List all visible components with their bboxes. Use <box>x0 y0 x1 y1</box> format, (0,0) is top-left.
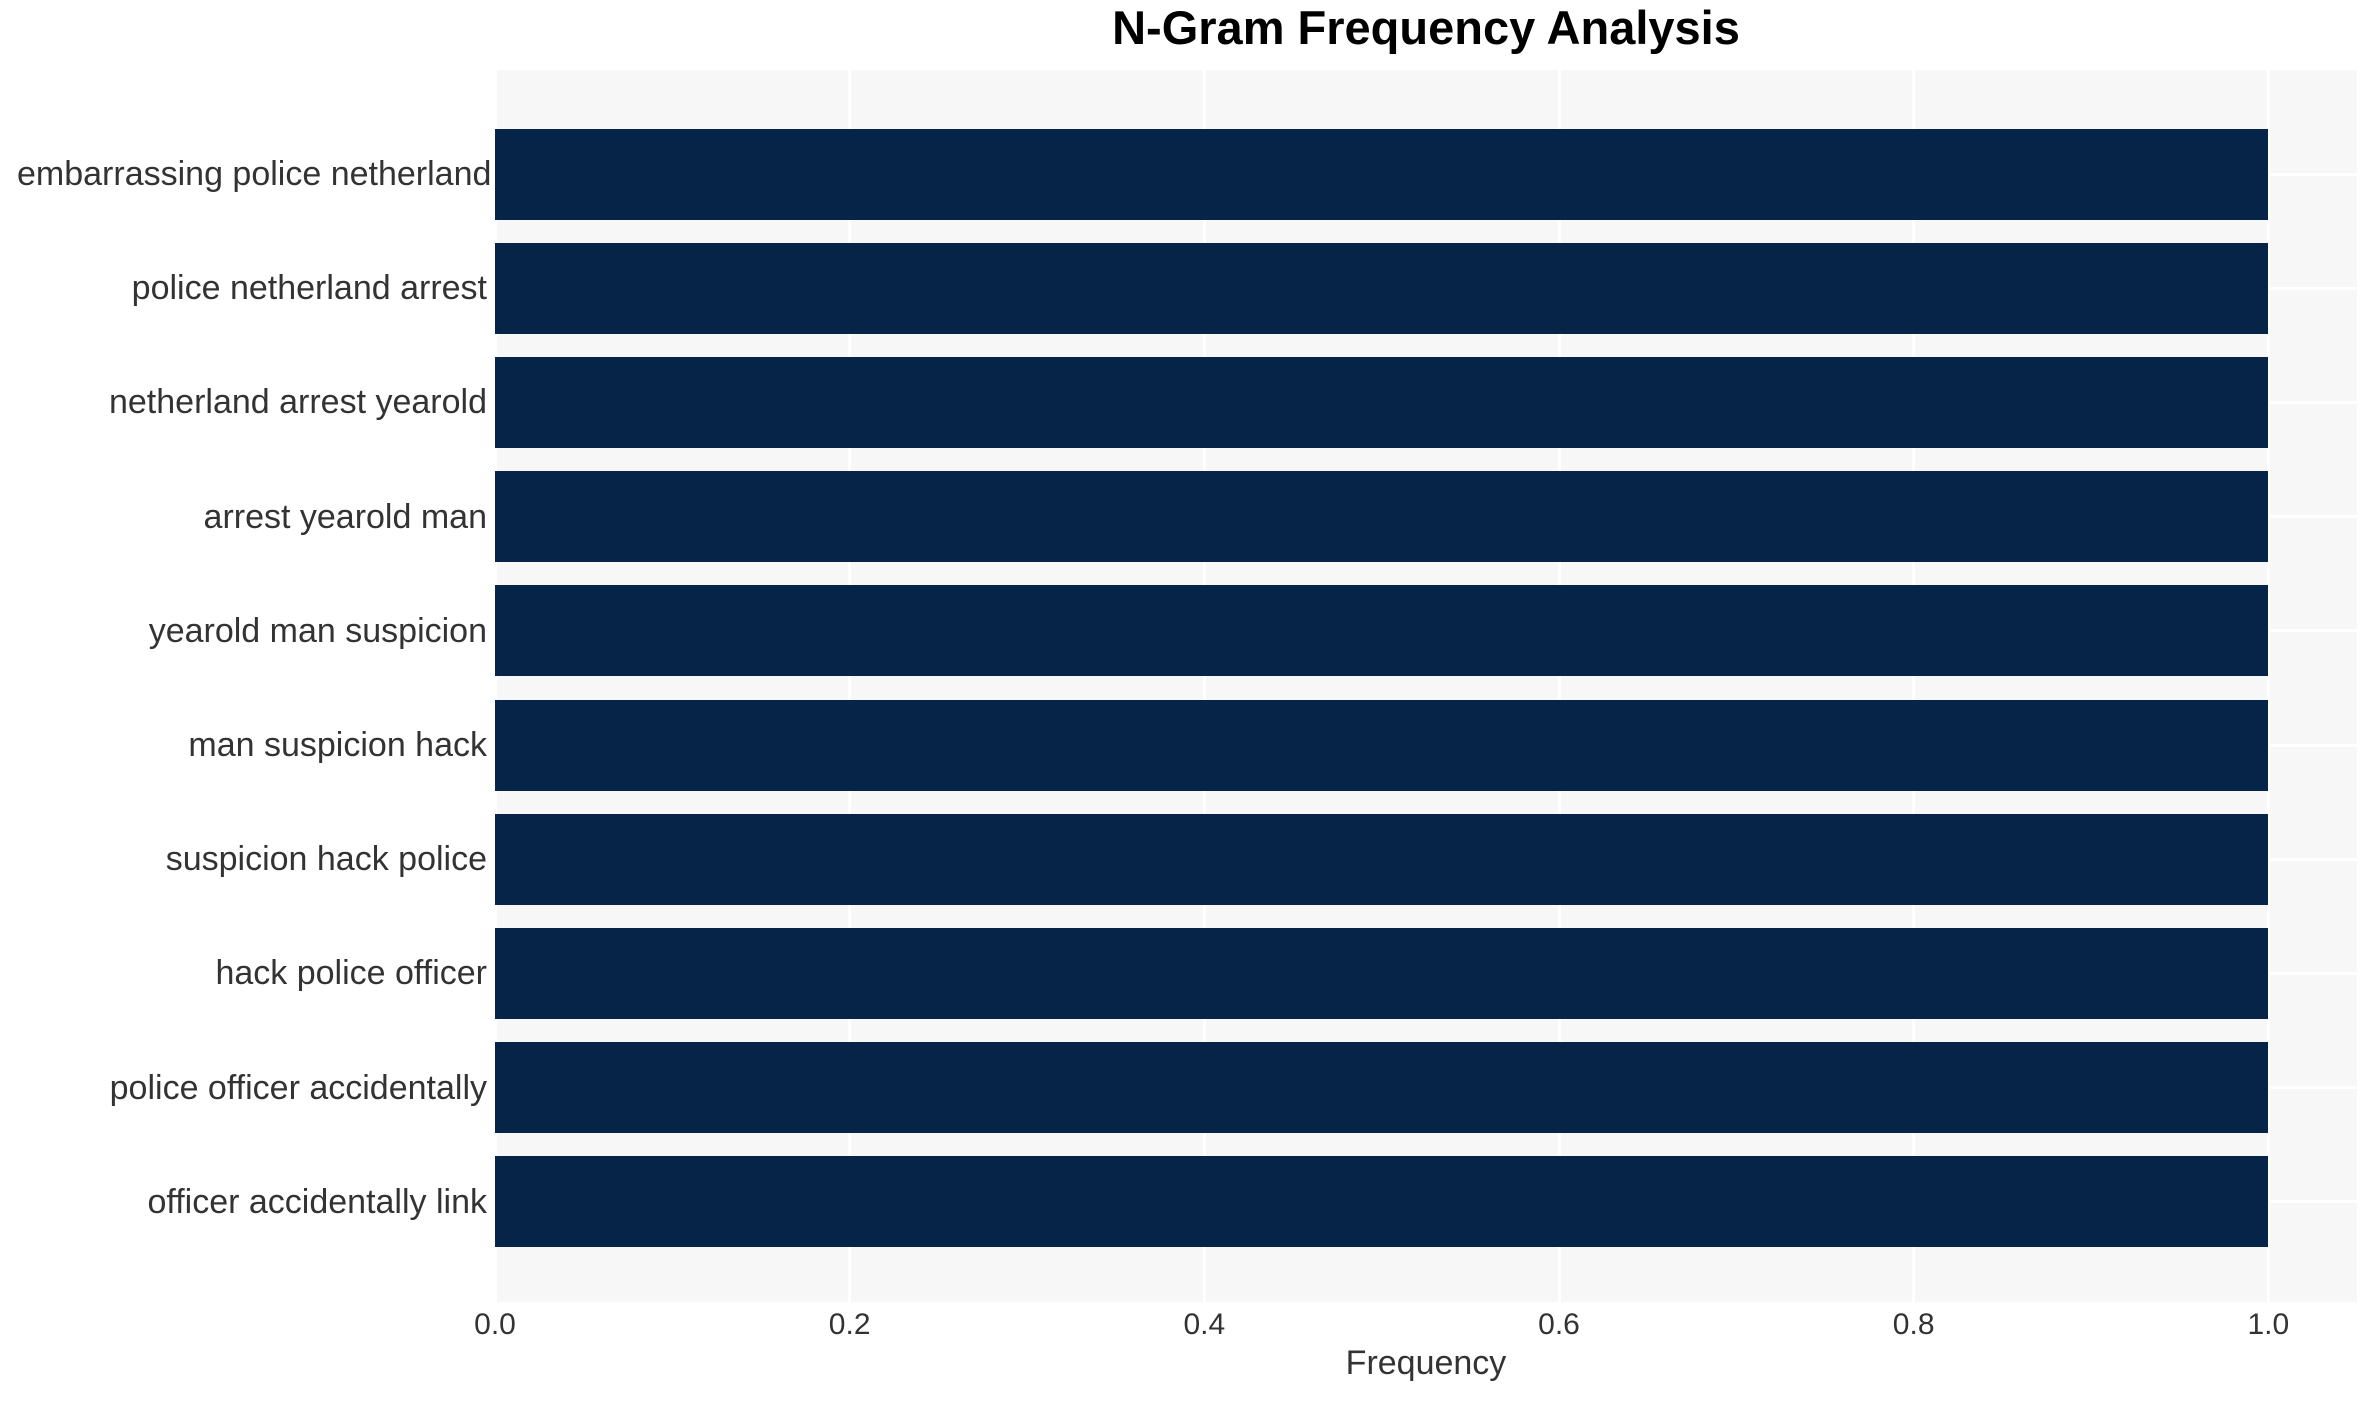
y-tick-label: hack police officer <box>215 954 487 993</box>
bar <box>495 927 2269 1019</box>
y-tick-label: netherland arrest yearold <box>108 383 487 422</box>
x-tick-label: 0.8 <box>1892 1308 1935 1341</box>
y-tick-label: embarrassing police netherland <box>17 155 492 193</box>
y-tick-label: man suspicion hack <box>188 726 487 764</box>
x-tick-label: 0.4 <box>1183 1308 1226 1341</box>
bar <box>495 471 2269 563</box>
gridline-vertical <box>1202 70 1206 1302</box>
bar <box>495 1156 2269 1248</box>
bar <box>495 128 2269 220</box>
x-tick-label: 0.6 <box>1538 1308 1580 1341</box>
y-tick-label: police netherland arrest <box>131 269 487 308</box>
x-tick-label: 0.0 <box>474 1308 516 1341</box>
chart-title: N-Gram Frequency Analysis <box>1112 1 1740 54</box>
bar <box>495 585 2269 677</box>
gridline-vertical <box>1557 70 1561 1302</box>
plot-area <box>493 70 2357 1302</box>
y-tick-label: police officer accidentally <box>109 1068 487 1107</box>
gridline-vertical <box>848 70 852 1302</box>
gridline-vertical <box>1912 70 1916 1302</box>
bar <box>495 242 2269 334</box>
y-tick-label: yearold man suspicion <box>148 611 487 650</box>
bar <box>495 813 2269 905</box>
x-axis-title: Frequency <box>1345 1344 1507 1382</box>
y-tick-label: arrest yearold man <box>203 497 487 536</box>
bar <box>495 1042 2269 1134</box>
gridline-vertical <box>2266 70 2270 1302</box>
x-tick-label: 0.2 <box>828 1308 871 1341</box>
x-tick-label: 1.0 <box>2247 1308 2290 1341</box>
y-tick-label: suspicion hack police <box>165 840 487 879</box>
bar <box>495 699 2269 791</box>
y-tick-label: officer accidentally link <box>147 1182 487 1221</box>
gridline-vertical <box>493 70 497 1302</box>
bar <box>495 356 2269 448</box>
